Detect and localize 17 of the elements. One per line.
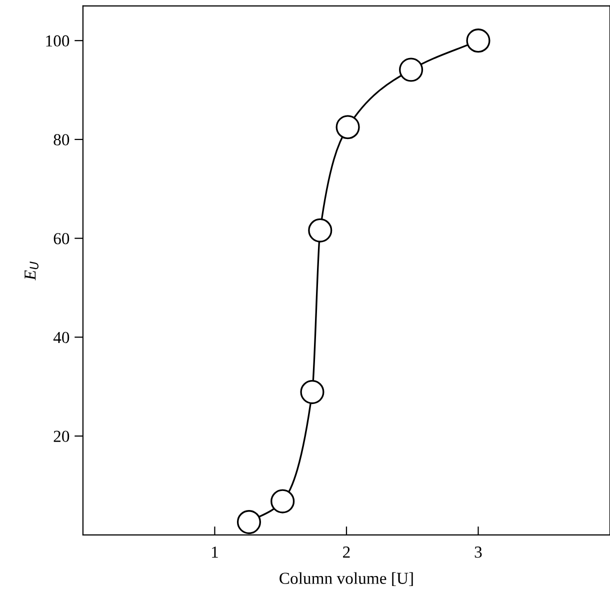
y-tick-label: 80 (54, 134, 70, 146)
y-tick-label: 20 (54, 430, 70, 442)
point (300, 380, 324, 404)
point (270, 489, 295, 514)
point (336, 115, 360, 140)
point (466, 28, 490, 53)
point (399, 58, 424, 82)
x-tick-label: 3 (474, 546, 482, 558)
point (308, 218, 332, 242)
x-tick-label: 1 (212, 546, 218, 558)
y-tick-label: 100 (46, 35, 70, 47)
y-tick-label: 60 (54, 233, 70, 244)
y-tick-label: 40 (53, 332, 70, 344)
x-tick-label: 2 (343, 546, 350, 558)
point (236, 510, 262, 534)
x-axis-title: Column volume [U] (280, 572, 413, 586)
y-axis-title: E$_{U}$ (24, 262, 38, 280)
